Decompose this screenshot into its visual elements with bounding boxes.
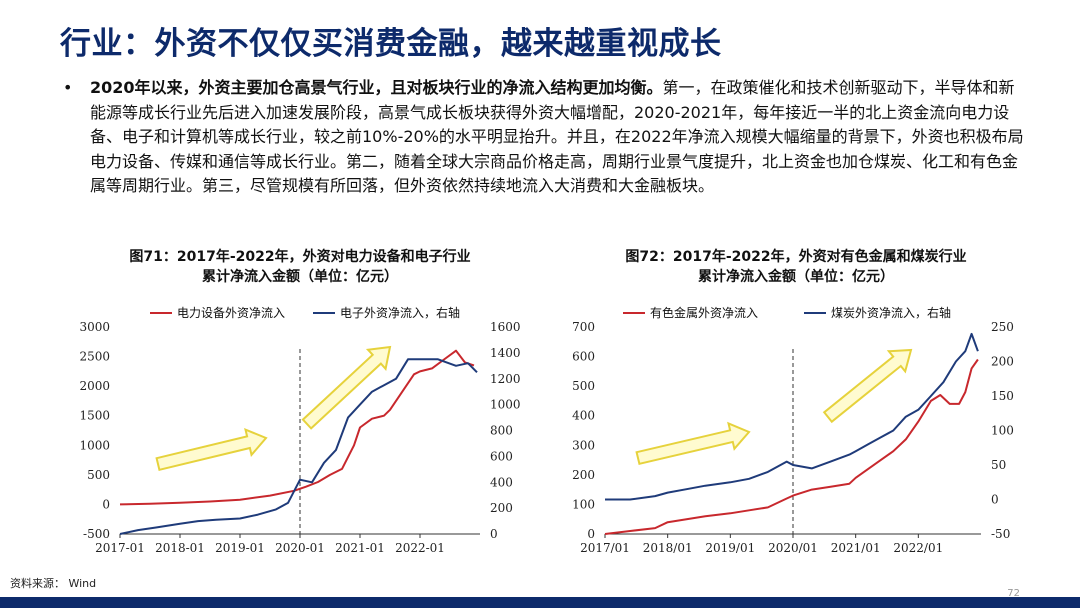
series-line-right <box>605 332 979 501</box>
legend-label: 煤炭外资净流入，右轴 <box>831 305 951 320</box>
x-axis-tick-label: 2022-01 <box>395 541 445 555</box>
left-axis-tick-label: -500 <box>83 527 110 541</box>
left-axis-tick-label: 2000 <box>79 379 110 393</box>
legend-label: 电力设备外资净流入 <box>177 306 285 320</box>
series-line-left <box>119 349 475 506</box>
right-axis-tick-label: 800 <box>490 424 513 438</box>
left-axis-tick-label: 1000 <box>79 438 110 452</box>
figure-72-title-line2: 累计净流入金额（单位：亿元） <box>698 269 894 285</box>
right-axis-tick-label: 1000 <box>490 398 521 412</box>
right-axis-tick-label: 600 <box>490 449 513 463</box>
bullet-text: 2020年以来，外资主要加仓高景气行业，且对板块行业的净流入结构更加均衡。第一，… <box>90 76 1030 199</box>
chart-power-electronics: -500 0 500 1000 1500 2000 2500 3000 0 200 400 600 80… <box>79 305 521 555</box>
x-axis-tick-label: 2022/01 <box>893 541 943 555</box>
legend-label: 电子外资净流入，右轴 <box>340 305 460 320</box>
page-number: 72 <box>1007 588 1020 599</box>
figure-72-title-line1: 图72：2017年-2022年，外资对有色金属和煤炭行业 <box>625 249 967 265</box>
right-axis-tick-label: 250 <box>991 320 1014 334</box>
right-axis-tick-label: 200 <box>991 355 1014 369</box>
left-axis-tick-label: 2500 <box>79 350 110 364</box>
legend-label: 有色金属外资净流入 <box>650 305 758 320</box>
source-note: 资料来源： Wind <box>10 577 97 590</box>
trend-arrow <box>155 427 268 472</box>
right-axis-tick-label: 400 <box>490 475 513 489</box>
right-axis-tick-label: 1200 <box>490 372 521 386</box>
x-axis-tick-label: 2019/01 <box>705 541 755 555</box>
right-axis-tick-label: 150 <box>991 389 1014 403</box>
x-axis-tick-label: 2021/01 <box>831 541 881 555</box>
series-line-left <box>604 358 979 535</box>
right-axis-tick-label: 1600 <box>490 320 521 334</box>
left-axis-tick-label: 700 <box>572 320 595 334</box>
left-axis-tick-label: 500 <box>87 468 110 482</box>
bullet-paragraph: • 2020年以来，外资主要加仓高景气行业，且对板块行业的净流入结构更加均衡。第… <box>63 76 1030 199</box>
chart-metals-coal: 0 100 200 300 400 500 600 700 -50 0 50 100 150 200 250… <box>572 305 1014 555</box>
bullet-body: 第一，在政策催化和技术创新驱动下，半导体和新能源等成长行业先后进入加速发展阶段，… <box>90 78 1024 196</box>
bottom-bar <box>0 597 1080 608</box>
left-axis-tick-label: 0 <box>102 497 110 511</box>
left-axis-tick-label: 600 <box>572 350 595 364</box>
right-axis-tick-label: 0 <box>490 527 498 541</box>
x-axis-tick-label: 2018-01 <box>155 541 205 555</box>
figure-71-title-line2: 累计净流入金额（单位：亿元） <box>202 269 398 285</box>
right-axis-tick-label: -50 <box>991 527 1010 541</box>
figure-72-title: 图72：2017年-2022年，外资对有色金属和煤炭行业 累计净流入金额（单位：… <box>596 247 996 287</box>
slide-title: 行业：外资不仅仅买消费金融，越来越重视成长 <box>60 26 722 62</box>
left-axis-tick-label: 300 <box>572 438 595 452</box>
x-axis-tick-label: 2018/01 <box>643 541 693 555</box>
left-axis-tick-label: 500 <box>572 379 595 393</box>
x-axis-tick-label: 2019-01 <box>215 541 265 555</box>
right-axis-tick-label: 50 <box>991 458 1006 472</box>
figure-71-title: 图71：2017年-2022年，外资对电力设备和电子行业 累计净流入金额（单位：… <box>100 247 500 287</box>
right-axis-tick-label: 200 <box>490 501 513 515</box>
bullet-lead: 2020年以来，外资主要加仓高景气行业，且对板块行业的净流入结构更加均衡。 <box>90 78 663 97</box>
x-axis-tick-label: 2017-01 <box>95 541 145 555</box>
trend-arrow <box>822 348 913 424</box>
x-axis-tick-label: 2020-01 <box>275 541 325 555</box>
right-axis-tick-label: 0 <box>991 493 999 507</box>
x-axis-tick-label: 2021-01 <box>335 541 385 555</box>
right-axis-tick-label: 1400 <box>490 346 521 360</box>
bullet-marker: • <box>63 78 73 97</box>
left-axis-tick-label: 0 <box>587 527 595 541</box>
left-axis-tick-label: 400 <box>572 409 595 423</box>
figure-71-title-line1: 图71：2017年-2022年，外资对电力设备和电子行业 <box>129 249 471 265</box>
left-axis-tick-label: 100 <box>572 497 595 511</box>
x-axis-tick-label: 2020/01 <box>768 541 818 555</box>
trend-arrow <box>635 421 751 466</box>
right-axis-tick-label: 100 <box>991 424 1014 438</box>
series-line-right <box>119 358 478 535</box>
trend-arrow <box>301 345 392 430</box>
left-axis-tick-label: 3000 <box>79 320 110 334</box>
x-axis-tick-label: 2017/01 <box>580 541 630 555</box>
left-axis-tick-label: 1500 <box>79 409 110 423</box>
left-axis-tick-label: 200 <box>572 468 595 482</box>
